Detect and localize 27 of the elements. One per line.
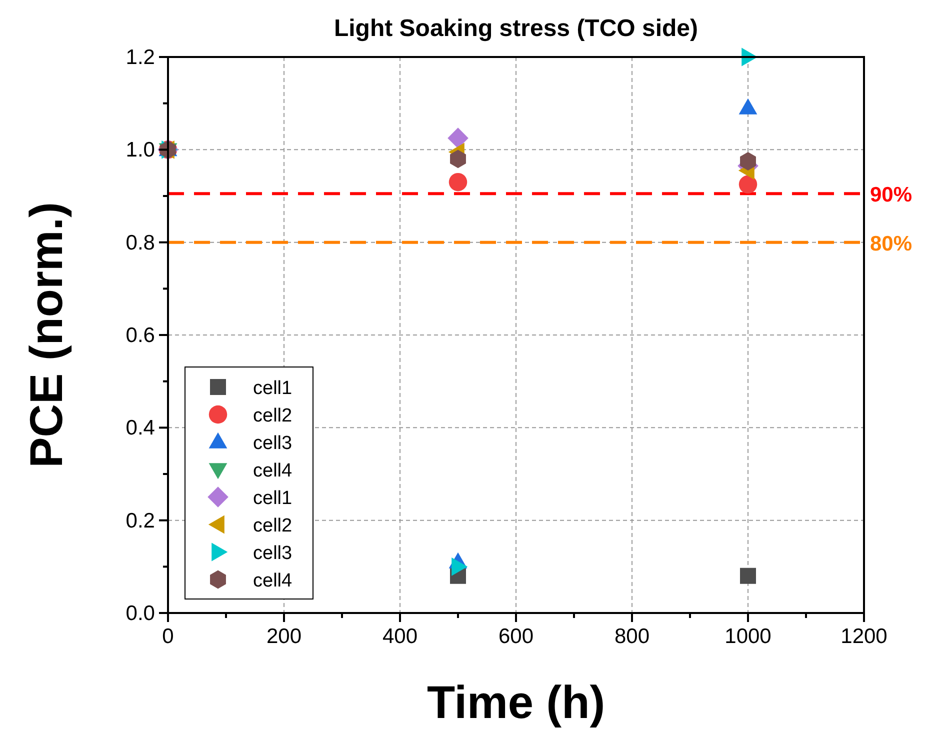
x-tick-label: 800 [614, 625, 650, 648]
y-tick-label: 0.0 [126, 602, 155, 625]
legend-label: cell3 [253, 433, 292, 454]
y-axis-title: PCE (norm.) [20, 202, 72, 468]
legend-label: cell4 [253, 460, 293, 482]
legend-label: cell1 [253, 488, 292, 509]
y-tick-label: 0.4 [126, 416, 156, 440]
x-tick-label: 1000 [724, 625, 772, 648]
y-tick-label: 0.2 [126, 509, 155, 532]
legend-label: cell2 [253, 406, 292, 426]
x-tick-label: 1200 [840, 625, 888, 648]
y-tick-label: 1.0 [126, 138, 155, 162]
x-tick-label: 600 [498, 625, 534, 648]
y-tick-label: 0.6 [126, 324, 155, 347]
x-tick-label: 0 [162, 625, 174, 648]
ref-line-label: 90% [870, 184, 912, 207]
x-tick-label: 400 [382, 625, 418, 648]
legend-label: cell4 [253, 570, 293, 592]
x-axis-title: Time (h) [426, 676, 606, 728]
chart-title: Light Soaking stress (TCO side) [334, 15, 698, 42]
legend-label: cell1 [253, 378, 292, 399]
y-tick-label: 1.2 [126, 46, 155, 69]
y-tick-label: 0.8 [126, 231, 155, 254]
x-tick-label: 200 [266, 625, 302, 648]
ref-line-label: 80% [870, 232, 912, 256]
legend-label: cell2 [253, 516, 292, 536]
legend-label: cell3 [253, 543, 292, 564]
